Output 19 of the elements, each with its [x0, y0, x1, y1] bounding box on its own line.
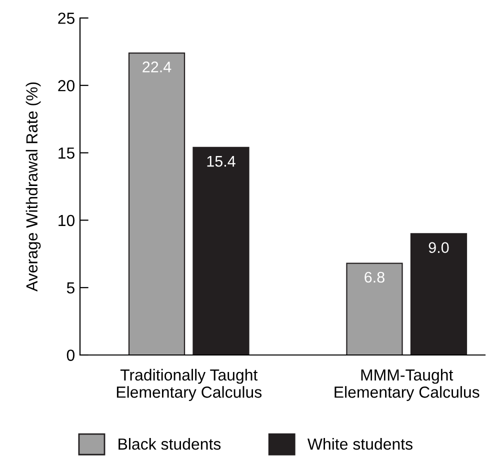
x-tick-label: MMM-Taught Elementary Calculus	[334, 368, 480, 401]
y-tick-label: 0	[66, 350, 75, 361]
y-tick-label: 10	[58, 214, 75, 226]
data-label: 6.8	[364, 272, 384, 283]
y-tick-label: 25	[58, 12, 74, 24]
y-tick-label: 5	[66, 282, 74, 294]
data-label: 15.4	[207, 156, 236, 167]
bar	[128, 52, 186, 355]
bar	[346, 262, 403, 355]
data-label: 22.4	[142, 62, 172, 72]
legend-label: Black students	[118, 438, 221, 450]
x-tick-label: Traditionally Taught Elementary Calculus	[116, 368, 262, 401]
y-axis-title: Average Withdrawal Rate (%)	[26, 82, 41, 292]
bar	[192, 146, 250, 355]
legend-label: White students	[307, 438, 412, 450]
data-label: 9.0	[428, 242, 449, 253]
bar	[410, 233, 468, 355]
y-tick-label: 15	[58, 148, 74, 159]
y-tick-label: 20	[58, 80, 75, 92]
